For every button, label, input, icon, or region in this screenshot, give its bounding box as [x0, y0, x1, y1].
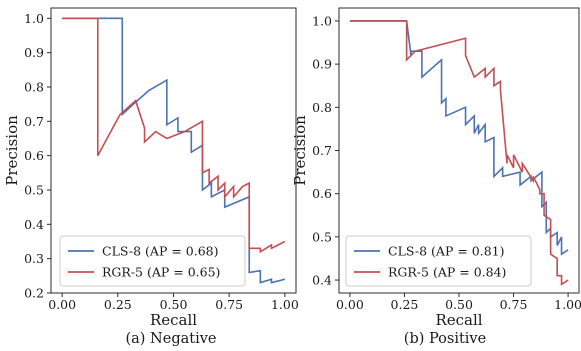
x-tick-label: 0.75 [215, 297, 243, 312]
legend-box [59, 235, 246, 287]
y-tick-label: 0.2 [24, 286, 44, 301]
pr-curve-rgr [62, 17, 286, 254]
y-axis-label: Precision [291, 115, 309, 186]
y-tick-label: 0.9 [312, 57, 332, 72]
y-tick-label: 0.7 [24, 114, 44, 129]
y-tick-label: 0.8 [312, 100, 332, 115]
panel-caption: (b) Positive [404, 331, 486, 347]
legend: CLS-8 (AP = 0.81) RGR-5 (AP = 0.84) [345, 235, 532, 287]
y-tick-label: 0.4 [24, 217, 44, 232]
y-tick-label: 0.6 [24, 148, 44, 163]
y-tick-label: 0.9 [24, 45, 44, 60]
x-tick-label: 1.00 [271, 297, 299, 312]
legend-label: CLS-8 (AP = 0.68) [102, 244, 218, 259]
y-tick-label: 1.0 [24, 11, 44, 26]
x-tick-label: 0.00 [48, 297, 76, 312]
x-tick-label: 0.25 [104, 297, 132, 312]
y-tick-label: 0.7 [312, 143, 332, 158]
legend-label: RGR-5 (AP = 0.65) [102, 265, 220, 280]
y-tick-label: 0.6 [312, 186, 332, 201]
y-axis-label: Precision [3, 115, 21, 186]
legend-box [345, 235, 532, 287]
x-axis-label: Recall [150, 311, 197, 329]
y-tick-label: 0.8 [24, 79, 44, 94]
y-tick-label: 1.0 [312, 13, 332, 28]
x-tick-label: 0.00 [336, 297, 364, 312]
legend: CLS-8 (AP = 0.68) RGR-5 (AP = 0.65) [59, 235, 246, 287]
y-tick-label: 0.4 [312, 273, 332, 288]
pr-curve-rgr [349, 20, 569, 286]
panel-negative: 0.00 0.25 0.50 0.75 1.00 0.2 0.3 0.4 0.5 0.6 0.7 0.… [3, 7, 299, 347]
pr-curve-cls [349, 20, 569, 256]
x-tick-label: 1.00 [554, 297, 581, 312]
legend-label: RGR-5 (AP = 0.84) [388, 265, 506, 280]
panel-caption: (a) Negative [125, 331, 216, 347]
x-tick-label: 0.25 [391, 297, 419, 312]
y-tick-label: 0.5 [312, 229, 332, 244]
x-axis-label: Recall [435, 311, 482, 329]
y-tick-label: 0.5 [24, 182, 44, 197]
x-tick-label: 0.50 [160, 297, 188, 312]
panel-positive: 0.00 0.25 0.50 0.75 1.00 0.4 0.5 0.6 0.7 0.8 0.9 1.… [291, 7, 581, 347]
y-tick-label: 0.3 [24, 251, 44, 266]
legend-label: CLS-8 (AP = 0.81) [388, 244, 504, 259]
x-tick-label: 0.75 [500, 297, 528, 312]
x-tick-label: 0.50 [445, 297, 473, 312]
